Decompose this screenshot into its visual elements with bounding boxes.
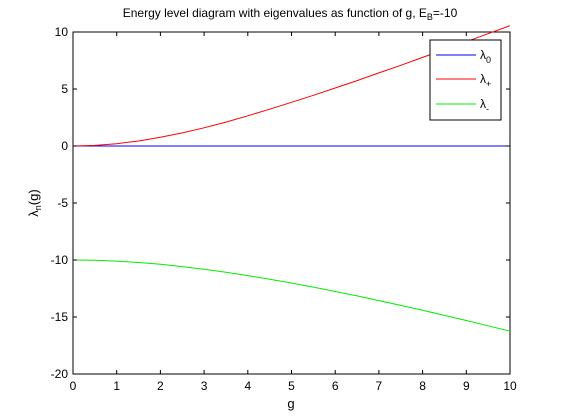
legend: λ0 λ+ λ- — [430, 40, 501, 120]
y-tick-label: -15 — [51, 310, 69, 324]
x-tick-label: 7 — [376, 379, 383, 393]
chart-title: Energy level diagram with eigenvalues as… — [123, 6, 458, 22]
x-tick-label: 4 — [244, 379, 251, 393]
x-tick-label: 10 — [503, 379, 517, 393]
x-tick-label: 6 — [332, 379, 339, 393]
y-tick-label: 0 — [61, 139, 68, 153]
x-axis-label: g — [287, 396, 294, 411]
y-axis-label: λn(g) — [26, 189, 43, 216]
y-tick-label: -10 — [51, 253, 69, 267]
y-tick-label: 10 — [55, 25, 69, 39]
x-tick-label: 9 — [463, 379, 470, 393]
x-tick-label: 5 — [288, 379, 295, 393]
y-tick-label: -5 — [57, 196, 68, 210]
x-tick-label: 1 — [113, 379, 120, 393]
y-tick-label: -20 — [51, 367, 69, 381]
x-tick-label: 0 — [70, 379, 77, 393]
y-tick-label: 5 — [61, 82, 68, 96]
x-tick-label: 2 — [157, 379, 164, 393]
x-tick-label: 3 — [201, 379, 208, 393]
x-tick-label: 8 — [419, 379, 426, 393]
